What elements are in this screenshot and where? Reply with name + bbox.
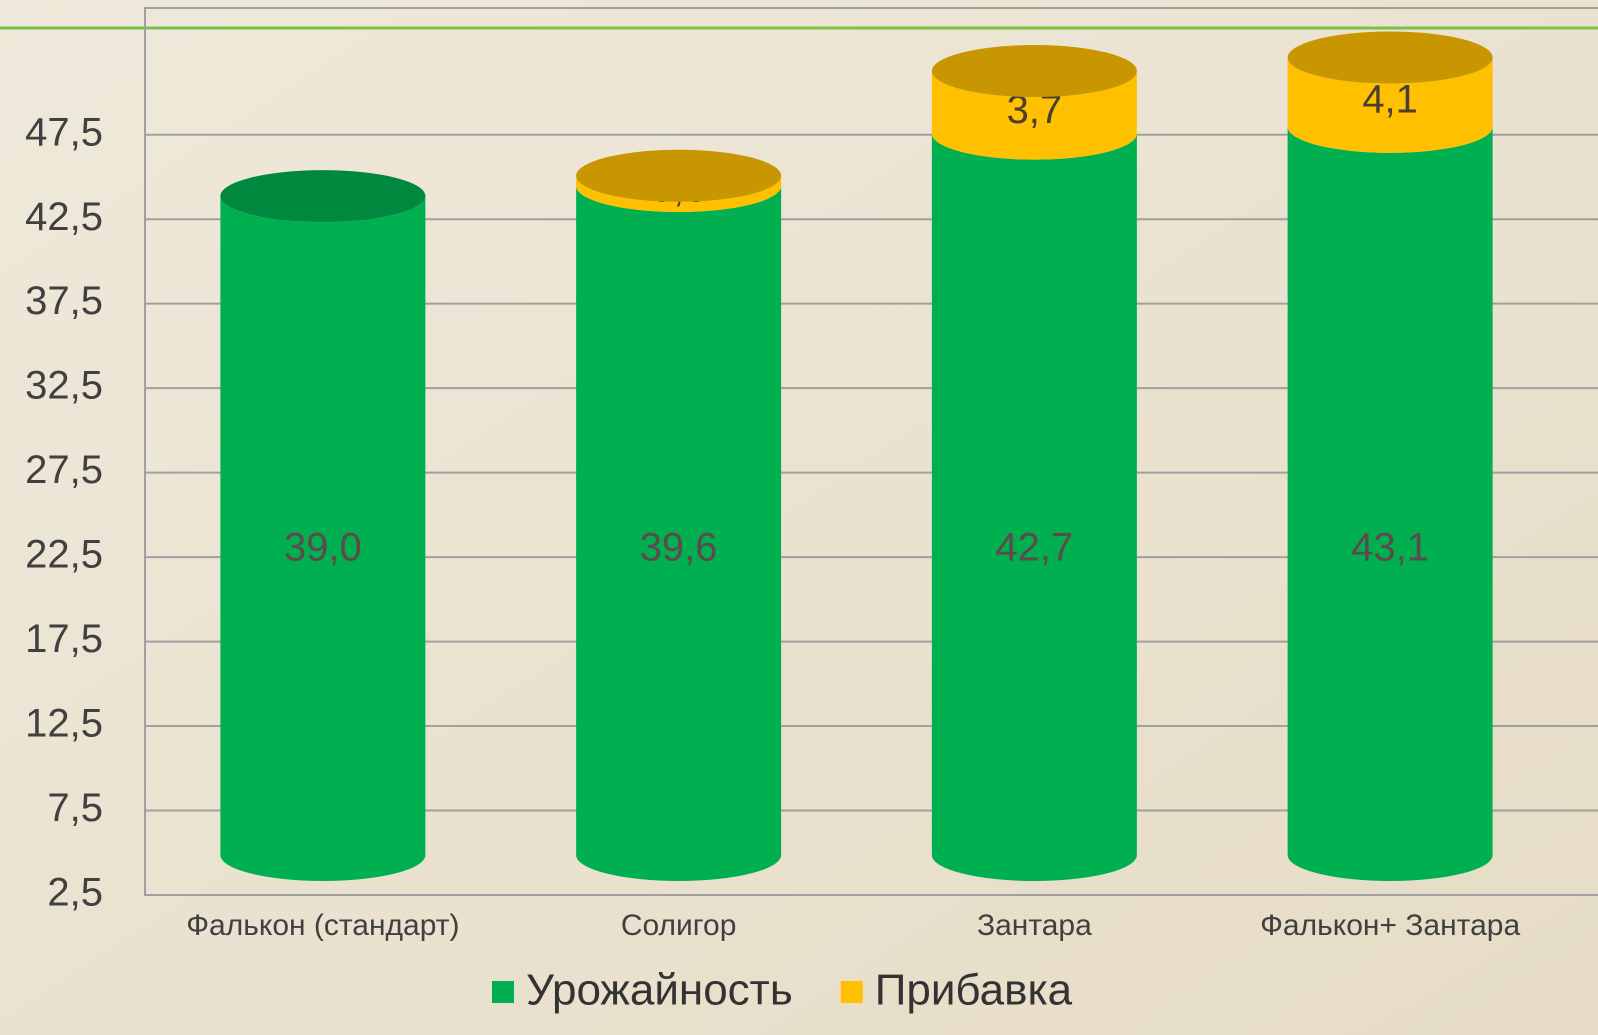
legend-swatch	[841, 981, 863, 1003]
page: 2,5 7,5 12,5 17,5 22,5 27,5 32,5 37,5 42,5 47,5 Фа…	[0, 0, 1598, 1035]
x-tick-label: Фалькон+ Зантара	[1260, 909, 1520, 942]
cylinder-segment	[1288, 127, 1493, 881]
legend-swatch	[492, 981, 514, 1003]
y-tick-label: 37,5	[25, 279, 103, 323]
x-tick-label: Фалькон (стандарт)	[186, 909, 459, 942]
y-tick-label: 12,5	[25, 702, 103, 746]
cylinder-cap	[220, 170, 425, 222]
legend-label: Прибавка	[875, 966, 1073, 1015]
chart: 2,5 7,5 12,5 17,5 22,5 27,5 32,5 37,5 42,5 47,5 Фа…	[0, 0, 1598, 1035]
y-tick-label: 42,5	[25, 195, 103, 239]
cylinder-segment	[932, 134, 1137, 881]
value-label: 43,1	[1351, 526, 1429, 570]
x-tick-label: Зантара	[977, 909, 1092, 942]
y-tick-label: 17,5	[25, 617, 103, 661]
cylinder-cap	[932, 45, 1137, 97]
x-tick-label: Солигор	[621, 909, 737, 942]
value-label: 42,7	[995, 526, 1073, 570]
cylinder-cap	[576, 150, 781, 202]
value-label: 39,6	[640, 526, 718, 570]
y-tick-label: 47,5	[25, 110, 103, 154]
legend-label: Урожайность	[526, 966, 793, 1015]
y-tick-label: 2,5	[47, 871, 103, 915]
y-tick-label: 32,5	[25, 364, 103, 408]
value-label: 39,0	[284, 526, 362, 570]
y-tick-label: 27,5	[25, 448, 103, 492]
value-label: 4,1	[1362, 78, 1418, 122]
cylinder-cap	[1288, 32, 1493, 84]
y-tick-label: 22,5	[25, 533, 103, 577]
y-tick-label: 7,5	[47, 786, 103, 830]
